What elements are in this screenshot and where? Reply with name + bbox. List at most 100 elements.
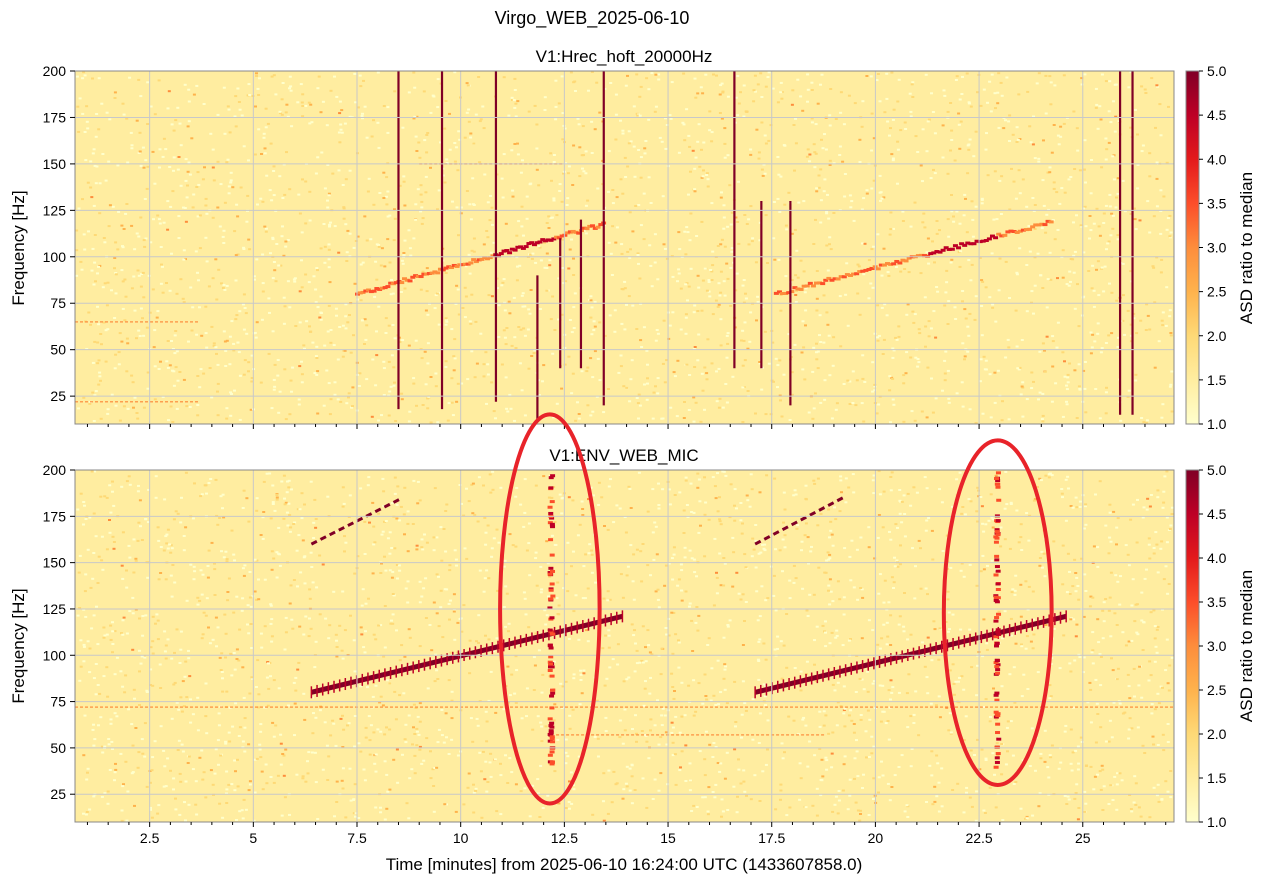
hoft-chirp-segment xyxy=(498,252,504,256)
hoft-chirp-segment xyxy=(783,291,789,295)
mic-harmonic-segment xyxy=(754,539,762,546)
mic-glitch-speck xyxy=(548,646,554,650)
hoft-chirp-segment xyxy=(479,257,485,261)
mic-glitch-speck xyxy=(995,533,1001,537)
mic-glitch-speck xyxy=(550,691,556,695)
mic-glitch-speck xyxy=(993,573,999,577)
hoft-chirp-segment xyxy=(487,256,493,260)
mic-y-tick-label: 100 xyxy=(43,647,67,663)
hoft-chirp-segment xyxy=(857,270,863,274)
hoft-chirp-segment xyxy=(863,268,869,272)
hoft-chirp-segment xyxy=(390,282,396,286)
mic-glitch-speck xyxy=(995,663,1001,667)
hoft-chirp-segment xyxy=(983,239,989,243)
hoft-chirp-segment xyxy=(482,256,488,260)
hoft-y-axis-label: Frequency [Hz] xyxy=(9,190,28,305)
mic-glitch-speck xyxy=(547,572,553,576)
mic-annotations xyxy=(498,412,1054,806)
mic-glitch-speck xyxy=(995,479,1001,483)
annotation-ellipse xyxy=(498,412,602,806)
hoft-chirp-segment xyxy=(1017,229,1023,233)
hoft-colorbar-tick-label: 4.0 xyxy=(1207,151,1227,167)
mic-glitch-speck xyxy=(994,760,1000,764)
mic-glitch-speck xyxy=(549,500,555,504)
mic-glitch-speck xyxy=(548,729,554,733)
mic-glitch-speck xyxy=(547,521,553,525)
hoft-chirp-segment xyxy=(1039,222,1045,226)
mic-glitch-speck xyxy=(547,505,553,509)
mic-harmonic-segment xyxy=(338,526,345,532)
mic-glitch-speck xyxy=(549,725,555,729)
hoft-chirp-segment xyxy=(570,229,576,233)
mic-glitch-speck xyxy=(995,671,1001,675)
hoft-y-tick-label: 125 xyxy=(43,202,67,218)
mic-glitch-speck xyxy=(548,655,554,659)
mic-glitch-speck xyxy=(547,643,553,647)
mic-glitch-speck xyxy=(995,582,1001,586)
mic-glitch-speck xyxy=(993,693,999,697)
hoft-chirp-segment xyxy=(531,243,537,247)
hoft-chirp-segment xyxy=(540,238,546,242)
mic-harmonic-segment xyxy=(328,530,336,537)
hoft-colorbar: 1.0 1.5 2.0 2.5 3.0 3.5 4.0 4.5 5.0 xyxy=(1185,63,1227,432)
hoft-chirp-segment xyxy=(1033,223,1039,227)
mic-grid xyxy=(75,469,1174,822)
mic-glitch-speck xyxy=(995,471,1001,475)
mic-glitch-speck xyxy=(995,714,1001,718)
hoft-colorbar-tick-label: 1.0 xyxy=(1207,416,1227,432)
hoft-spectrogram-panel: V1:Hrec_hoft_20000Hz Frequency [Hz] 25 50… xyxy=(9,47,1256,432)
hoft-colorbar-tick-label: 2.5 xyxy=(1207,284,1227,300)
hoft-chirp-segment xyxy=(986,237,992,241)
mic-glitch-speck xyxy=(995,569,1001,573)
hoft-chirp-segment xyxy=(465,262,471,266)
mic-x-tick-label: 10 xyxy=(453,830,469,846)
hoft-chirp-segment xyxy=(928,252,934,256)
mic-x-tick-label: 7.5 xyxy=(347,830,367,846)
hoft-chirp-segment xyxy=(382,286,388,290)
hoft-chirp-segment xyxy=(388,281,394,285)
hoft-chirp-segment xyxy=(556,236,562,240)
mic-harmonic-segment xyxy=(818,506,826,512)
mic-harmonic-segment xyxy=(772,530,780,536)
mic-glitch-speck xyxy=(549,760,555,764)
hoft-chirp-segment xyxy=(476,258,482,262)
mic-glitch-speck xyxy=(995,752,1001,756)
hoft-chirp-segment xyxy=(903,259,909,263)
hoft-chirp-segment xyxy=(1023,228,1029,232)
hoft-chirp-segment xyxy=(515,245,521,249)
mic-x-tick-label: 22.5 xyxy=(965,830,992,846)
hoft-chirp-segment xyxy=(523,245,529,249)
mic-glitch-speck xyxy=(994,477,1000,481)
hoft-chirp-segment xyxy=(426,271,432,275)
hoft-chirp-segment xyxy=(795,287,801,291)
hoft-chirp-segment xyxy=(952,244,958,248)
hoft-axes-frame xyxy=(74,70,1175,425)
hoft-chirp-segment xyxy=(1011,230,1017,234)
mic-glitch-speck xyxy=(993,765,999,769)
hoft-chirp-segment xyxy=(501,249,507,253)
mic-glitch-speck xyxy=(995,628,1001,632)
hoft-noise-texture xyxy=(75,71,1174,424)
mic-glitch-speck xyxy=(994,565,1000,569)
hoft-chirp-segment xyxy=(595,225,601,229)
hoft-chirp-segment xyxy=(554,235,560,239)
hoft-y-tick-label: 175 xyxy=(43,109,67,125)
mic-harmonic-segment xyxy=(383,502,391,509)
mic-glitch-speck xyxy=(996,737,1002,741)
hoft-chirp-segment xyxy=(551,237,557,241)
hoft-chirp-segment xyxy=(875,267,881,271)
mic-glitch-speck xyxy=(994,482,1000,486)
mic-glitch-speck xyxy=(549,522,555,526)
hoft-chirp-segment xyxy=(844,273,850,277)
hoft-chirp-segment xyxy=(590,224,596,228)
hoft-chirp-segment xyxy=(820,282,826,286)
hoft-chirp-segment xyxy=(993,236,999,240)
hoft-chirp-segment xyxy=(999,234,1005,238)
mic-spectral-features xyxy=(75,471,1174,769)
mic-glitch-speck xyxy=(995,731,1001,735)
mic-glitch-speck xyxy=(548,724,554,728)
hoft-chirp-segment xyxy=(565,231,571,235)
hoft-chirp-segment xyxy=(934,250,940,254)
hoft-y-tick-label: 150 xyxy=(43,156,67,172)
